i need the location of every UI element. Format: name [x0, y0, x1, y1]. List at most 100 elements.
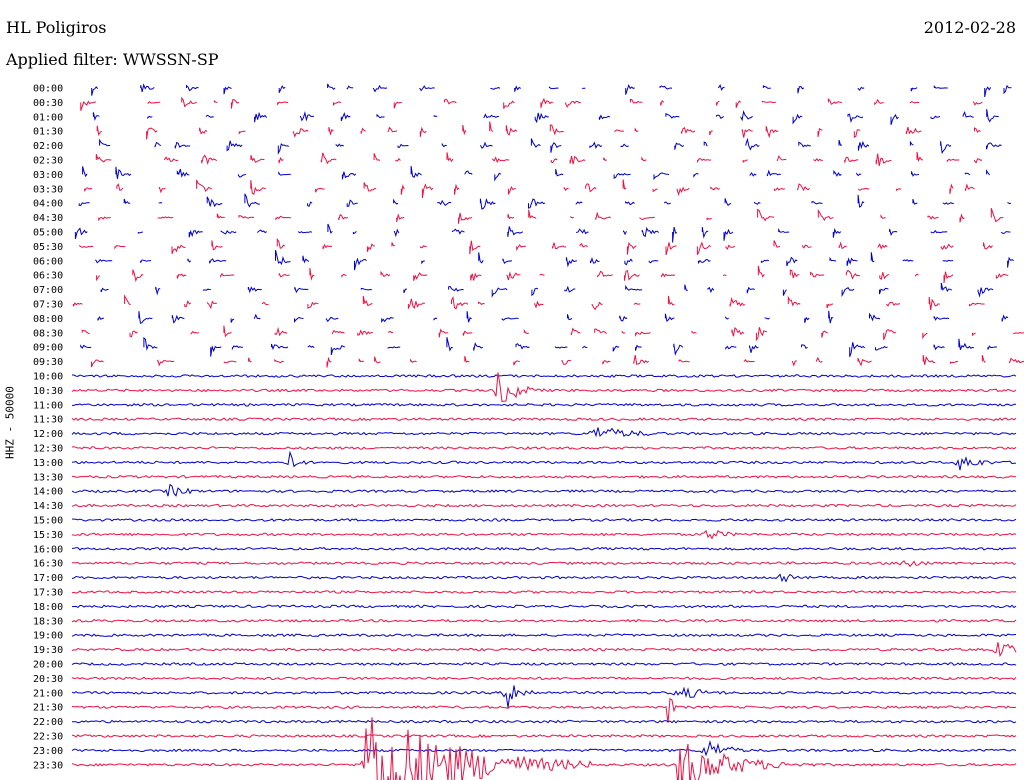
row-time-label: 23:00 [33, 746, 63, 757]
trace-row [71, 417, 1017, 422]
row-time-label: 21:00 [33, 688, 63, 699]
row-time-label: 09:30 [33, 357, 63, 368]
row-time-label: 19:00 [33, 631, 63, 642]
trace-row [71, 518, 1017, 522]
trace-row [72, 474, 1017, 479]
trace-row [71, 590, 1017, 594]
trace-row [74, 223, 1011, 243]
trace-row [71, 734, 1017, 738]
row-time-label: 20:30 [33, 674, 63, 685]
trace-row [71, 717, 1017, 780]
row-time-label: 15:00 [33, 516, 63, 527]
row-time-label: 23:30 [33, 760, 63, 771]
trace-row [72, 374, 1017, 378]
row-time-label: 13:30 [33, 472, 63, 483]
trace-row [72, 402, 1016, 407]
row-time-label: 14:30 [33, 501, 63, 512]
trace-row [71, 372, 1017, 402]
trace-row [97, 310, 1009, 324]
trace-row [96, 121, 981, 140]
row-time-label: 12:00 [33, 429, 63, 440]
trace-row [96, 265, 1009, 283]
row-time-label: 09:00 [33, 343, 63, 354]
row-time-label: 01:00 [33, 112, 63, 123]
trace-row [71, 450, 1017, 471]
row-time-label: 20:00 [33, 660, 63, 671]
row-time-label: 06:00 [33, 256, 63, 267]
row-time-label: 03:30 [33, 184, 63, 195]
trace-row [72, 560, 1017, 568]
row-time-label: 08:30 [33, 328, 63, 339]
trace-row [71, 662, 1017, 666]
row-time-label: 18:30 [33, 616, 63, 627]
trace-row [71, 633, 1017, 638]
trace-row [72, 719, 1017, 724]
row-time-label: 19:30 [33, 645, 63, 656]
row-time-label: 22:30 [33, 732, 63, 743]
trace-row [71, 618, 1017, 623]
row-time-label: 22:00 [33, 717, 63, 728]
trace-row [71, 697, 1017, 723]
trace-row [71, 529, 1017, 540]
row-time-label: 06:30 [33, 271, 63, 282]
row-time-label: 04:30 [33, 213, 63, 224]
trace-row [78, 193, 1012, 210]
trace-row [84, 179, 975, 198]
row-time-label: 17:00 [33, 573, 63, 584]
row-time-label: 17:30 [33, 588, 63, 599]
row-time-label: 05:30 [33, 242, 63, 253]
row-time-label: 07:30 [33, 300, 63, 311]
trace-row [71, 604, 1017, 609]
row-time-label: 13:00 [33, 458, 63, 469]
trace-row [100, 282, 994, 298]
trace-row [71, 503, 1017, 508]
row-time-label: 00:30 [33, 98, 63, 109]
trace-row [71, 685, 1017, 708]
trace-row [81, 325, 1024, 342]
filter-label: Applied filter: WWSSN-SP [6, 50, 219, 69]
trace-row [99, 137, 1002, 155]
trace-row [71, 676, 1017, 681]
row-time-label: 18:00 [33, 602, 63, 613]
trace-row [79, 237, 993, 256]
trace-row [80, 96, 983, 111]
row-time-label: 12:30 [33, 444, 63, 455]
trace-row [71, 546, 1017, 551]
row-time-label: 14:00 [33, 487, 63, 498]
trace-row [91, 354, 1024, 368]
trace-row [91, 83, 1012, 98]
trace-row [82, 166, 990, 182]
trace-row [95, 249, 1014, 271]
trace-row [92, 109, 999, 125]
row-time-label: 04:00 [33, 199, 63, 210]
row-time-label: 08:00 [33, 314, 63, 325]
row-time-label: 01:30 [33, 127, 63, 138]
trace-row [95, 151, 983, 167]
row-time-label: 02:00 [33, 141, 63, 152]
trace-row [80, 336, 997, 357]
row-time-label: 15:30 [33, 530, 63, 541]
date-label: 2012-02-28 [923, 18, 1016, 37]
trace-row [71, 573, 1017, 583]
row-time-label: 16:30 [33, 559, 63, 570]
row-time-label: 07:00 [33, 285, 63, 296]
row-time-label: 16:00 [33, 544, 63, 555]
row-time-label: 05:00 [33, 228, 63, 239]
row-time-label: 03:00 [33, 170, 63, 181]
trace-row [71, 483, 1017, 497]
row-time-label: 10:00 [33, 372, 63, 383]
trace-row [71, 739, 1017, 757]
row-time-label: 00:00 [33, 84, 63, 95]
trace-row [71, 427, 1017, 438]
station-title: HL Poligiros [6, 18, 107, 37]
row-time-label: 10:30 [33, 386, 63, 397]
row-time-label: 21:30 [33, 703, 63, 714]
trace-row [98, 208, 1004, 224]
row-time-label: 11:00 [33, 400, 63, 411]
trace-row [71, 642, 1017, 658]
trace-row [71, 446, 1017, 450]
row-time-label: 11:30 [33, 415, 63, 426]
row-time-label: 02:30 [33, 156, 63, 167]
trace-row [72, 294, 985, 311]
